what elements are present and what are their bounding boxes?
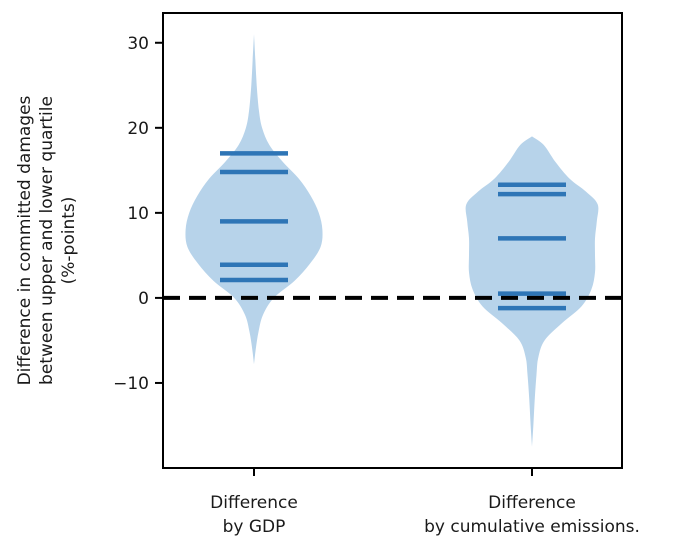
y-tick-label: 30	[127, 34, 149, 54]
y-axis-label: Difference in committed damages between u…	[15, 95, 79, 385]
x-tick-label: Difference	[488, 493, 576, 513]
y-axis-label-line: between upper and lower quartile	[37, 96, 57, 385]
y-tick-label: 0	[138, 289, 149, 309]
y-axis: −10 0 10 20 30	[113, 34, 163, 394]
plot-frame	[162, 12, 623, 469]
y-tick-label: 20	[127, 119, 149, 139]
y-axis-label-line: Difference in committed damages	[15, 95, 35, 385]
quantile-lines-layer	[220, 151, 566, 311]
x-tick-label: by cumulative emissions.	[424, 517, 640, 537]
x-axis: Difference by GDP Difference by cumulative …	[210, 468, 640, 537]
x-tick-label: Difference	[210, 493, 298, 513]
y-tick-label: 10	[127, 204, 149, 224]
x-tick-label: by GDP	[223, 517, 286, 537]
violin-body	[185, 34, 323, 365]
y-tick-label: −10	[113, 374, 149, 394]
y-axis-label-line: (%-points)	[59, 197, 79, 285]
